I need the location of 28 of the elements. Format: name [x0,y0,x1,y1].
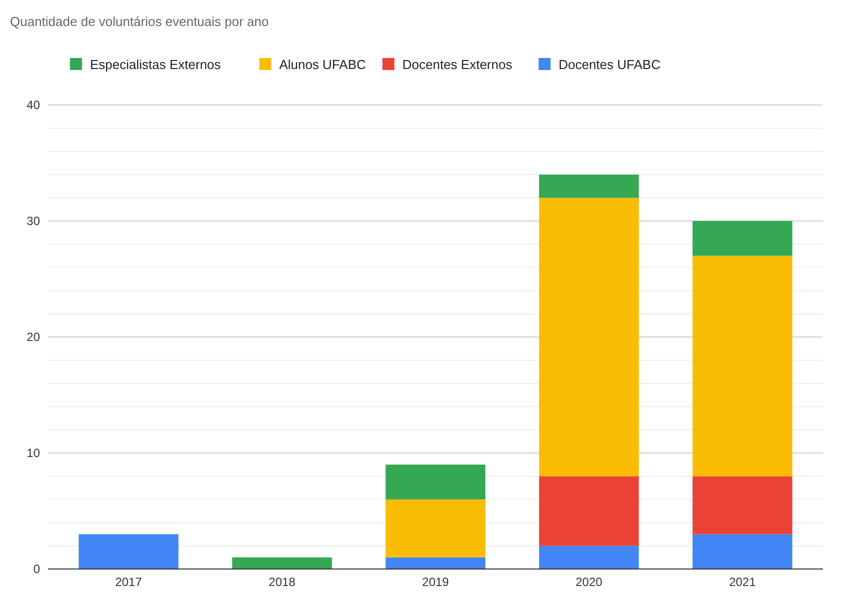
x-tick-label: 2018 [268,575,296,589]
legend-label: Especialistas Externos [90,57,222,72]
legend-label: Docentes Externos [402,57,513,72]
y-tick-label: 10 [26,446,40,460]
bar [692,256,792,476]
y-tick-label: 20 [26,330,40,344]
bar [232,557,332,569]
legend-label: Docentes UFABC [558,57,660,72]
chart-title: Quantidade de voluntários eventuais por ano [10,14,269,29]
legend-label: Alunos UFABC [279,57,366,72]
bar [692,221,792,256]
bar [78,534,178,569]
y-tick-label: 0 [33,562,40,576]
x-tick-label: 2021 [729,575,756,589]
x-tick-label: 2017 [115,575,142,589]
bar [386,464,486,500]
bar [386,557,486,569]
bar [539,546,639,569]
x-tick-label: 2019 [422,575,450,589]
bar [539,174,639,198]
y-tick-label: 40 [26,98,40,112]
bar [692,534,792,569]
bar [539,198,639,476]
y-tick-label: 30 [26,214,40,228]
bar [539,476,639,546]
bar [386,499,486,558]
x-tick-label: 2020 [576,575,603,589]
bar [692,476,792,534]
